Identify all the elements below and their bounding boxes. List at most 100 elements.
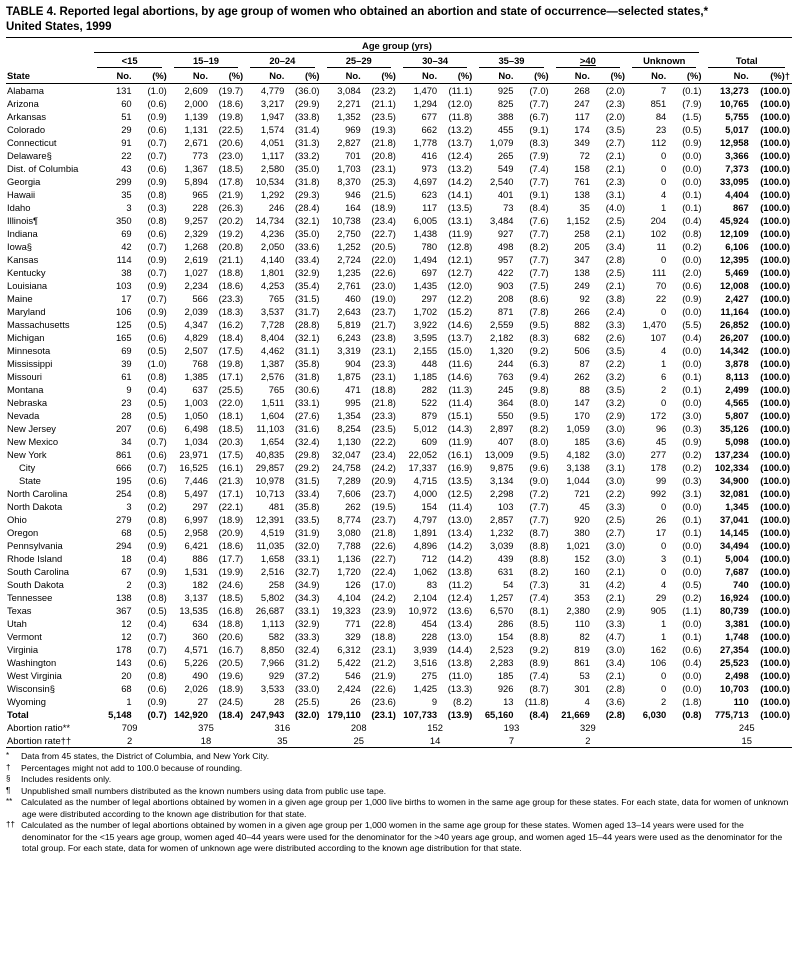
total-value: 102,334 [714, 462, 749, 474]
table-row: Delaware§ 22 (0.7) 773 (23.0) 1,117 (33.2) 701 (… [6, 149, 792, 162]
summary-value: 329 [580, 722, 596, 734]
cell-value: (28.8) [295, 319, 320, 331]
total-value: 2,499 [725, 384, 749, 396]
cell-value: (3.5) [605, 345, 626, 357]
cell-value: (12.4) [447, 592, 473, 604]
cell-value: 0 [661, 397, 667, 409]
state-name: Alabama [7, 85, 45, 97]
cell-value: (2.8) [605, 254, 626, 266]
cell-value: (0.7) [147, 293, 167, 305]
cell-value: (17.5) [218, 449, 244, 461]
cell-value: 920 [574, 514, 590, 526]
state-name: Massachusetts [7, 319, 70, 331]
cell-value: 712 [421, 553, 438, 565]
cell-value: (22.2) [371, 436, 396, 448]
table-row: Louisiana 103 (0.9) 2,234 (18.6) 4,253 (35.4) 2… [6, 279, 792, 292]
cell-value: 83 [426, 579, 438, 591]
cell-value: (23.1) [371, 163, 396, 175]
cell-value: (13.0) [447, 631, 473, 643]
cell-value: 262 [345, 501, 361, 513]
cell-value: 422 [497, 267, 514, 279]
table-row: Pennsylvania 294 (0.9) 6,421 (18.6) 11,035 (32… [6, 539, 792, 552]
cell-value: (4.0) [605, 202, 626, 214]
cell-value: (0.9) [147, 111, 167, 123]
cell-value: (0.5) [682, 124, 702, 136]
cell-value: 23 [655, 124, 667, 136]
total-value: (100.0) [760, 241, 790, 253]
table-row: South Dakota 2 (0.3) 182 (24.6) 258 (34.9) 126 (… [6, 578, 792, 591]
cell-value: 1,367 [184, 163, 208, 175]
cell-value: 17 [121, 293, 132, 305]
cell-value: 301 [574, 683, 590, 695]
abortion-table: Age group (yrs) <15 15–19 20–24 25–29 30… [6, 39, 792, 749]
cell-value: 4,571 [184, 644, 208, 656]
cell-value: (17.1) [218, 371, 244, 383]
cell-value: (32.9) [295, 618, 320, 630]
cell-value: (2.1) [605, 670, 626, 682]
cell-value: (24.6) [218, 579, 244, 591]
state-name: Nevada [7, 410, 40, 422]
cell-value: 228 [192, 202, 208, 214]
cell-value: (8.0) [529, 436, 549, 448]
cell-value: (11.9) [448, 228, 473, 240]
cell-value: 65,160 [484, 709, 514, 721]
cell-value: (0.0) [682, 540, 702, 552]
cell-value: 8,404 [260, 332, 285, 344]
cell-value: (2.0) [605, 85, 626, 97]
cell-value: (19.3) [371, 124, 396, 136]
state-name: South Dakota [7, 579, 64, 591]
cell-value: 490 [192, 670, 208, 682]
summary-value: 208 [350, 722, 367, 734]
cell-value: 2,380 [566, 605, 590, 617]
cell-value: (0.4) [682, 332, 702, 344]
cell-value: (0.0) [682, 683, 702, 695]
cell-value: 631 [497, 566, 514, 578]
cell-value: (23.1) [371, 345, 396, 357]
cell-value: 170 [574, 410, 590, 422]
cell-value: 9 [126, 384, 132, 396]
cell-value: (14.6) [447, 319, 473, 331]
cell-value: 4,715 [413, 475, 438, 487]
cell-value: 871 [497, 306, 514, 318]
cell-value: (33.3) [295, 631, 320, 643]
cell-value: 69 [121, 228, 132, 240]
total-value: 5,004 [725, 553, 749, 565]
cell-value: (32.0) [295, 540, 320, 552]
summary-value: 25 [353, 735, 364, 747]
cell-value: (0.9) [147, 176, 167, 188]
table-title: TABLE 4. Reported legal abortions, by ag… [6, 5, 792, 38]
summary-row: Abortion rate†† 2 18 35 25 14 7 2 15 [6, 734, 792, 748]
cell-value: (7.0) [529, 85, 549, 97]
cell-value: (13.6) [447, 605, 473, 617]
cell-value: (29.2) [295, 462, 320, 474]
cell-value: 1,891 [413, 527, 438, 539]
cell-value: 282 [421, 384, 438, 396]
cell-value: (31.7) [295, 306, 320, 318]
cell-value: 1,778 [413, 137, 438, 149]
cell-value: (0.1) [682, 189, 702, 201]
cell-value: (3.6) [605, 436, 626, 448]
cell-value: 566 [192, 293, 208, 305]
total-value: 3,381 [725, 618, 749, 630]
cell-value: 20 [121, 670, 132, 682]
cell-value: 1 [661, 631, 667, 643]
cell-value: 5,226 [184, 657, 208, 669]
cell-value: 1,470 [642, 319, 667, 331]
cell-value: 3,080 [337, 527, 361, 539]
table-row: Arizona 60 (0.6) 2,000 (18.6) 3,217 (29.9) 2,27… [6, 97, 792, 110]
cell-value: (15.1) [447, 410, 473, 422]
cell-value: (34.3) [295, 592, 320, 604]
cell-value: (0.9) [147, 280, 167, 292]
pct-header: (%) [439, 69, 475, 85]
cell-value: 2,643 [337, 306, 361, 318]
cell-value: 8,774 [337, 514, 361, 526]
cell-value: 7 [661, 85, 667, 97]
cell-value: 9,875 [490, 462, 514, 474]
cell-value: (14.4) [447, 644, 473, 656]
cell-value: 2,609 [184, 85, 208, 97]
cell-value: 27 [197, 696, 208, 708]
cell-value: 861 [574, 657, 590, 669]
state-name: Ohio [7, 514, 27, 526]
cell-value: 1,232 [490, 527, 514, 539]
cell-value: (0.5) [147, 410, 167, 422]
